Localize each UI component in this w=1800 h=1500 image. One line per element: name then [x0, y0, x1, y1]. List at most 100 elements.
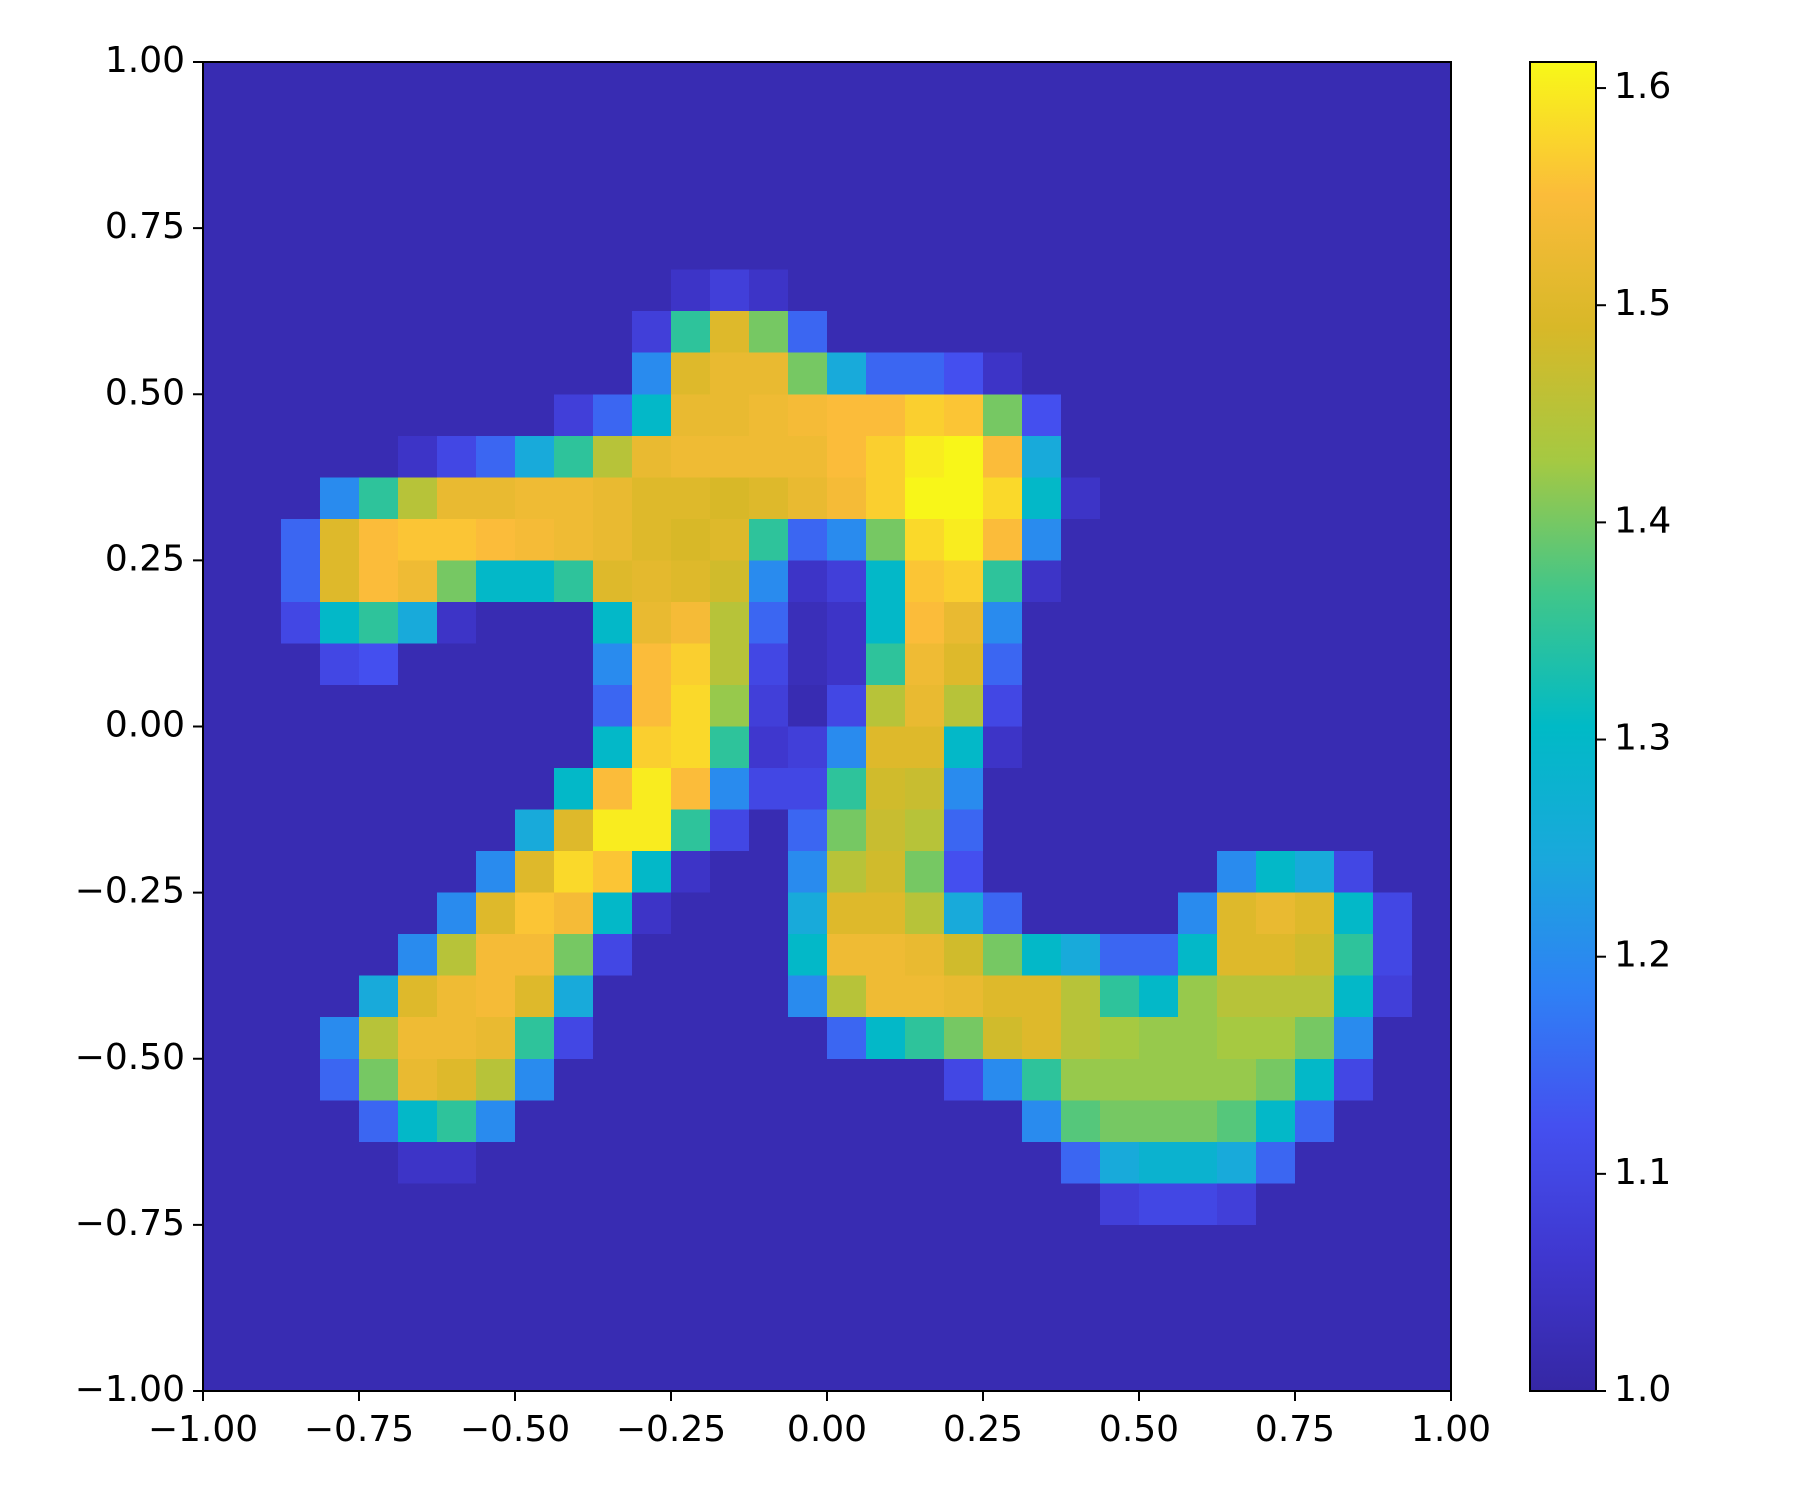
heatmap-cell	[1100, 145, 1140, 188]
heatmap-cell	[1295, 892, 1335, 935]
heatmap-cell	[1256, 269, 1296, 312]
heatmap-cell	[827, 726, 867, 769]
heatmap-cell	[554, 768, 594, 811]
heatmap-cell	[905, 809, 945, 852]
heatmap-cell	[1334, 1307, 1374, 1351]
heatmap-cell	[476, 684, 516, 728]
heatmap-cell	[437, 1058, 477, 1101]
heatmap-cell	[1334, 726, 1374, 769]
heatmap-cell	[203, 643, 243, 686]
heatmap-cell	[476, 643, 516, 686]
heatmap-cell	[944, 975, 984, 1018]
heatmap-cell	[1412, 1017, 1452, 1060]
heatmap-cell	[1061, 1224, 1101, 1268]
heatmap-cell	[1061, 809, 1101, 852]
heatmap-cell	[1295, 1266, 1335, 1309]
heatmap-cell	[1022, 103, 1062, 146]
heatmap-cell	[788, 1017, 828, 1060]
heatmap-cell	[1373, 62, 1413, 105]
heatmap-cell	[827, 228, 867, 271]
heatmap-cell	[1178, 1141, 1218, 1184]
heatmap-cell	[1217, 269, 1257, 312]
x-tick-label: −1.00	[148, 1409, 258, 1450]
heatmap-cell	[1061, 477, 1101, 520]
heatmap-cell	[1139, 560, 1179, 603]
heatmap-cell	[593, 560, 633, 603]
heatmap-cell	[1061, 62, 1101, 105]
heatmap-cell	[203, 518, 243, 561]
heatmap-cell	[710, 684, 750, 728]
heatmap-cell	[476, 103, 516, 146]
heatmap-cell	[281, 103, 321, 146]
heatmap-cell	[320, 1183, 360, 1226]
heatmap-cell	[1412, 768, 1452, 811]
heatmap-cell	[476, 228, 516, 271]
heatmap-cell	[554, 477, 594, 520]
heatmap-cell	[944, 1058, 984, 1101]
heatmap-cell	[1256, 1224, 1296, 1268]
heatmap-cell	[1334, 934, 1374, 977]
heatmap-cell	[1178, 145, 1218, 188]
heatmap-cell	[515, 269, 555, 312]
x-tick-label: 1.00	[1411, 1409, 1491, 1450]
heatmap-cell	[710, 601, 750, 645]
heatmap-cell	[281, 934, 321, 977]
heatmap-cell	[242, 809, 282, 852]
heatmap-cell	[515, 394, 555, 437]
heatmap-cell	[1295, 1141, 1335, 1184]
heatmap-cell	[1256, 1183, 1296, 1226]
heatmap-cell	[554, 269, 594, 312]
heatmap-cell	[320, 1017, 360, 1060]
heatmap-cell	[710, 311, 750, 354]
heatmap-cell	[632, 269, 672, 312]
heatmap-cell	[398, 145, 438, 188]
heatmap-cell	[671, 477, 711, 520]
heatmap-cell	[671, 809, 711, 852]
heatmap-cell	[749, 1349, 789, 1392]
heatmap-cell	[1217, 228, 1257, 271]
heatmap-cell	[749, 643, 789, 686]
heatmap-cell	[437, 934, 477, 977]
heatmap-cell	[1295, 809, 1335, 852]
heatmap-cell	[1022, 726, 1062, 769]
heatmap-cell	[1373, 186, 1413, 229]
heatmap-cell	[788, 311, 828, 354]
heatmap-cell	[1373, 1100, 1413, 1143]
heatmap-cell	[827, 1349, 867, 1392]
heatmap-cell	[1061, 186, 1101, 229]
heatmap-cell	[593, 228, 633, 271]
heatmap-cell	[1373, 726, 1413, 769]
heatmap-cell	[1178, 892, 1218, 935]
heatmap-cell	[281, 518, 321, 561]
heatmap-cell	[632, 601, 672, 645]
heatmap-cell	[1022, 186, 1062, 229]
heatmap-cell	[1217, 518, 1257, 561]
heatmap-cell	[515, 643, 555, 686]
heatmap-cell	[905, 435, 945, 478]
heatmap-cell	[632, 1307, 672, 1351]
heatmap-cell	[515, 975, 555, 1018]
heatmap-cell	[1373, 311, 1413, 354]
heatmap-cell	[1295, 186, 1335, 229]
heatmap-cell	[281, 809, 321, 852]
heatmap-cell	[866, 643, 906, 686]
colorbar-tick-label: 1.4	[1614, 500, 1671, 541]
heatmap-cell	[788, 975, 828, 1018]
heatmap-cell	[788, 726, 828, 769]
heatmap-cell	[242, 518, 282, 561]
heatmap-cell	[1373, 1058, 1413, 1101]
heatmap-cell	[905, 1183, 945, 1226]
heatmap-cell	[359, 560, 399, 603]
heatmap-cell	[632, 934, 672, 977]
heatmap-cell	[788, 1307, 828, 1351]
heatmap-cell	[1256, 1349, 1296, 1392]
heatmap-cell	[242, 975, 282, 1018]
heatmap-cell	[710, 1058, 750, 1101]
heatmap-cell	[788, 934, 828, 977]
heatmap-cell	[1217, 103, 1257, 146]
heatmap-cell	[515, 601, 555, 645]
heatmap-cell	[554, 1307, 594, 1351]
heatmap-cell	[1139, 1100, 1179, 1143]
heatmap-cell	[398, 352, 438, 395]
